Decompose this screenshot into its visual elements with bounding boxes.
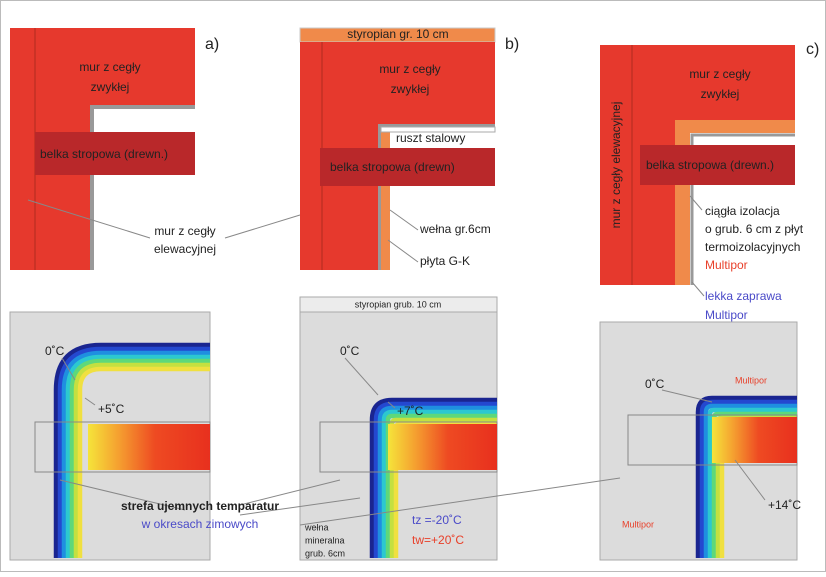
label: +7˚C	[397, 404, 424, 418]
beam-heat	[712, 417, 797, 463]
label: wełna gr.6cm	[419, 222, 491, 236]
label: zwykłej	[91, 80, 130, 94]
label: zwykłej	[701, 87, 740, 101]
label: ruszt stalowy	[396, 131, 465, 145]
beam-heat	[388, 424, 497, 470]
label: w okresach zimowych	[141, 517, 259, 531]
label: 0˚C	[340, 344, 360, 358]
label: belka stropowa (drewn)	[330, 160, 455, 174]
label: elewacyjnej	[154, 242, 216, 256]
tag: a)	[205, 36, 219, 53]
label: ciągła izolacja	[705, 204, 780, 218]
diagram: a) mur z cegły zwykłej belka stropowa (d…	[0, 0, 826, 572]
label: belka stropowa (drewn.)	[40, 147, 168, 161]
label: lekka zaprawa	[705, 289, 782, 303]
label: Multipor	[735, 375, 767, 385]
label: mur z cegły	[79, 60, 140, 74]
label: +14˚C	[768, 498, 801, 512]
label: mineralna	[305, 535, 345, 545]
label: Multipor	[705, 308, 748, 322]
tag: b)	[505, 36, 519, 53]
label: mur z cegły	[379, 62, 440, 76]
label: wełna	[304, 522, 329, 532]
beam-heat	[88, 424, 210, 470]
label: +5˚C	[98, 402, 125, 416]
page: a) mur z cegły zwykłej belka stropowa (d…	[0, 0, 826, 577]
label: belka stropowa (drewn.)	[646, 158, 774, 172]
label: tw=+20˚C	[412, 533, 464, 547]
label: styropian grub. 10 cm	[355, 299, 442, 309]
label: 0˚C	[45, 344, 65, 358]
label: o grub. 6 cm z płyt	[705, 222, 804, 236]
tag: c)	[806, 41, 819, 58]
label: płyta G-K	[420, 254, 470, 268]
label: zwykłej	[391, 82, 430, 96]
label: grub. 6cm	[305, 548, 345, 558]
label: strefa ujemnych temparatur	[121, 499, 279, 513]
label: tz =-20˚C	[412, 513, 462, 527]
label: styropian gr. 10 cm	[347, 27, 448, 41]
label: termoizolacyjnych	[705, 240, 800, 254]
label: 0˚C	[645, 377, 665, 391]
label: mur z cegły	[154, 224, 215, 238]
label: Multipor	[622, 519, 654, 529]
label: mur z cegły elewacyjnej	[609, 102, 623, 229]
label: Multipor	[705, 258, 748, 272]
label: mur z cegły	[689, 67, 750, 81]
